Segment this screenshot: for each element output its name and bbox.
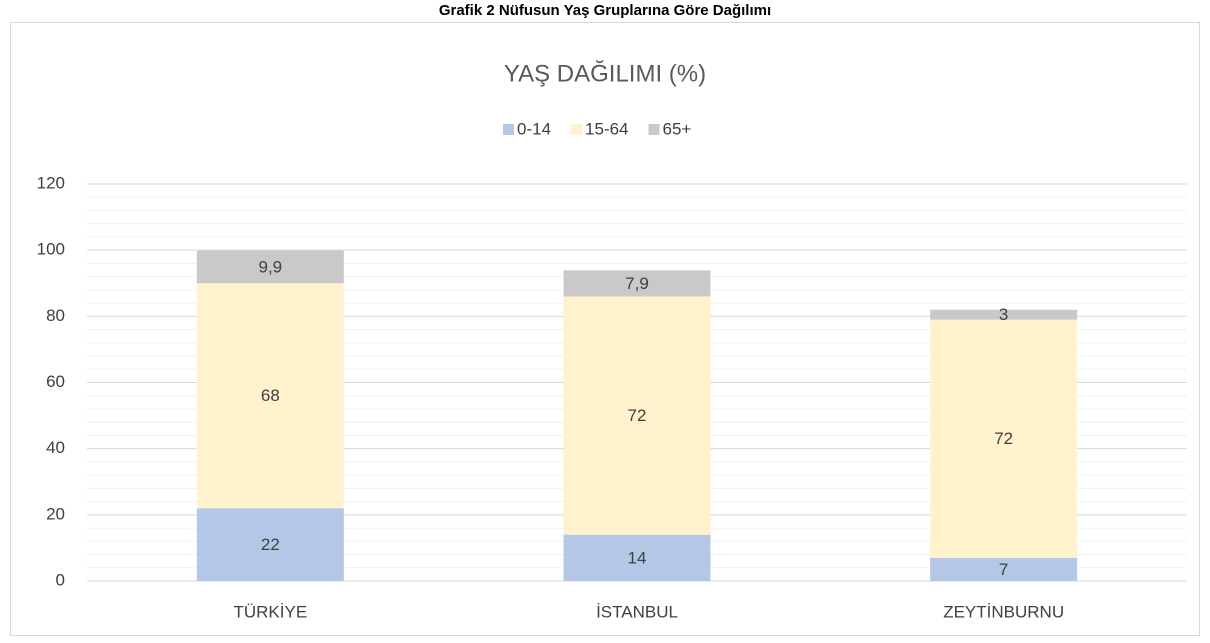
bar-segment <box>196 508 344 581</box>
data-label: 3 <box>999 305 1008 324</box>
y-tick-label: 60 <box>46 372 65 391</box>
bar-segment <box>563 534 711 581</box>
x-tick-label: ZEYTİNBURNU <box>943 602 1064 621</box>
chart-title: YAŞ DAĞILIMI (%) <box>504 60 706 87</box>
x-tick-label: İSTANBUL <box>596 602 678 621</box>
legend-label: 65+ <box>663 119 692 138</box>
y-tick-label: 20 <box>46 504 65 523</box>
legend-label: 15-64 <box>585 119 628 138</box>
x-tick-label: TÜRKİYE <box>233 602 307 621</box>
bar-segment <box>196 250 344 284</box>
data-label: 7 <box>999 560 1008 579</box>
bar-segment <box>930 309 1078 320</box>
y-tick-label: 100 <box>37 240 65 259</box>
bar-segment <box>563 270 711 297</box>
y-tick-label: 0 <box>56 570 65 589</box>
y-tick-label: 40 <box>46 438 65 457</box>
bar-segment <box>930 557 1078 581</box>
figure-heading: Grafik 2 Nüfusun Yaş Gruplarına Göre Dağ… <box>439 2 771 19</box>
data-label: 22 <box>261 535 280 554</box>
legend-swatch <box>648 124 660 135</box>
legend-swatch <box>503 124 514 135</box>
legend-label: 0-14 <box>517 119 551 138</box>
data-label: 9,9 <box>259 257 283 276</box>
data-label: 72 <box>994 429 1013 448</box>
y-tick-label: 80 <box>46 306 65 325</box>
data-label: 7,9 <box>625 274 649 293</box>
data-label: 72 <box>628 406 647 425</box>
y-tick-label: 120 <box>37 173 65 192</box>
data-label: 68 <box>261 386 280 405</box>
bar-segment <box>563 296 711 535</box>
bar-segment <box>196 283 344 509</box>
data-label: 14 <box>628 548 647 567</box>
legend-swatch <box>571 124 583 135</box>
bar-segment <box>930 319 1078 558</box>
